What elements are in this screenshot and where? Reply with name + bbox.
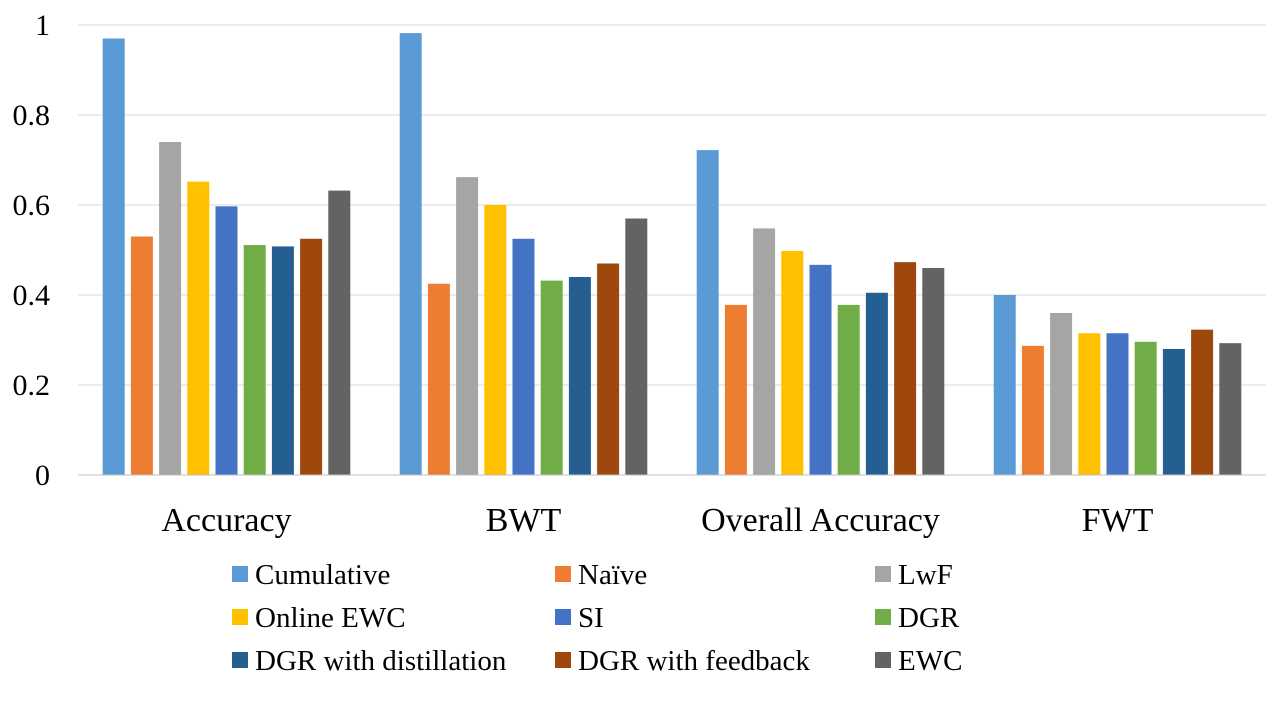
legend-swatch <box>555 652 571 668</box>
legend-item-dgr-with-feedback: DGR with feedback <box>555 645 810 677</box>
y-tick-label: 0.6 <box>13 189 51 222</box>
legend-label: DGR with distillation <box>255 645 507 677</box>
y-tick-label: 0.4 <box>13 279 51 312</box>
bar-bwt-na-ve <box>427 283 450 475</box>
bar-overall-accuracy-si <box>809 264 832 475</box>
x-category-label: Accuracy <box>161 502 291 539</box>
bar-fwt-dgr <box>1134 341 1157 475</box>
bar-fwt-cumulative <box>993 295 1016 475</box>
legend-label: Cumulative <box>255 559 390 591</box>
legend-label: DGR with feedback <box>578 645 810 677</box>
legend-swatch <box>232 566 248 582</box>
legend-item-online-ewc: Online EWC <box>232 602 406 634</box>
x-axis-category-labels: Accuracy BWT Overall Accuracy FWT <box>161 502 1153 539</box>
legend-swatch <box>232 652 248 668</box>
bar-accuracy-ewc <box>328 190 351 475</box>
legend-item-lwf: LwF <box>875 559 953 591</box>
bar-overall-accuracy-dgr-with-feedback <box>894 262 917 475</box>
bar-accuracy-si <box>215 206 238 475</box>
bar-overall-accuracy-na-ve <box>724 304 747 475</box>
bar-accuracy-online-ewc <box>187 181 210 475</box>
y-tick-label: 0.2 <box>13 369 51 402</box>
legend-swatch <box>555 566 571 582</box>
bar-overall-accuracy-online-ewc <box>781 250 804 475</box>
legend-swatch <box>875 652 891 668</box>
bar-fwt-na-ve <box>1021 345 1044 475</box>
bar-bwt-cumulative <box>399 33 422 475</box>
legend-swatch <box>555 609 571 625</box>
legend-swatch <box>232 609 248 625</box>
bar-bwt-dgr <box>540 280 563 475</box>
bar-accuracy-cumulative <box>102 38 125 475</box>
bar-overall-accuracy-dgr <box>837 304 860 475</box>
legend: Cumulative Naïve LwF Online EWC SI DGR DGR wit… <box>232 559 962 677</box>
bar-bwt-ewc <box>625 218 648 475</box>
bar-fwt-dgr-with-feedback <box>1191 329 1214 475</box>
y-tick-label: 1 <box>35 9 50 42</box>
legend-label: Naïve <box>578 559 647 591</box>
bar-accuracy-lwf <box>159 142 182 475</box>
legend-item-cumulative: Cumulative <box>232 559 390 591</box>
bar-overall-accuracy-ewc <box>922 268 945 475</box>
legend-label: EWC <box>898 645 962 677</box>
bar-overall-accuracy-lwf <box>753 228 776 475</box>
bar-fwt-lwf <box>1050 313 1073 475</box>
legend-label: SI <box>578 602 604 634</box>
bar-overall-accuracy-dgr-with-distillation <box>865 292 888 475</box>
bar-bwt-dgr-with-distillation <box>568 277 591 475</box>
legend-item-na-ve: Naïve <box>555 559 647 591</box>
legend-label: DGR <box>898 602 960 634</box>
legend-swatch <box>875 566 891 582</box>
bar-bwt-online-ewc <box>484 205 507 475</box>
bar-bwt-dgr-with-feedback <box>597 263 620 475</box>
legend-label: Online EWC <box>255 602 406 634</box>
bars <box>102 33 1242 475</box>
legend-item-dgr: DGR <box>875 602 960 634</box>
legend-swatch <box>875 609 891 625</box>
bar-bwt-si <box>512 238 535 475</box>
legend-item-si: SI <box>555 602 604 634</box>
y-tick-label: 0.8 <box>13 99 51 132</box>
x-category-label: Overall Accuracy <box>701 502 940 539</box>
x-category-label: BWT <box>486 502 562 539</box>
legend-item-ewc: EWC <box>875 645 962 677</box>
x-category-label: FWT <box>1082 502 1154 539</box>
y-tick-label: 0 <box>35 459 50 492</box>
bar-fwt-dgr-with-distillation <box>1162 349 1185 475</box>
bar-accuracy-dgr <box>243 245 266 475</box>
bar-overall-accuracy-cumulative <box>696 150 719 475</box>
y-axis-tick-labels: 0 0.2 0.4 0.6 0.8 1 <box>13 9 51 492</box>
bar-accuracy-dgr-with-feedback <box>300 238 323 475</box>
bar-bwt-lwf <box>456 177 479 475</box>
bar-accuracy-dgr-with-distillation <box>271 246 294 475</box>
bar-fwt-ewc <box>1219 343 1242 475</box>
legend-label: LwF <box>898 559 953 591</box>
bar-fwt-online-ewc <box>1078 333 1101 475</box>
legend-item-dgr-with-distillation: DGR with distillation <box>232 645 507 677</box>
bar-fwt-si <box>1106 333 1129 475</box>
bar-accuracy-na-ve <box>130 236 153 475</box>
